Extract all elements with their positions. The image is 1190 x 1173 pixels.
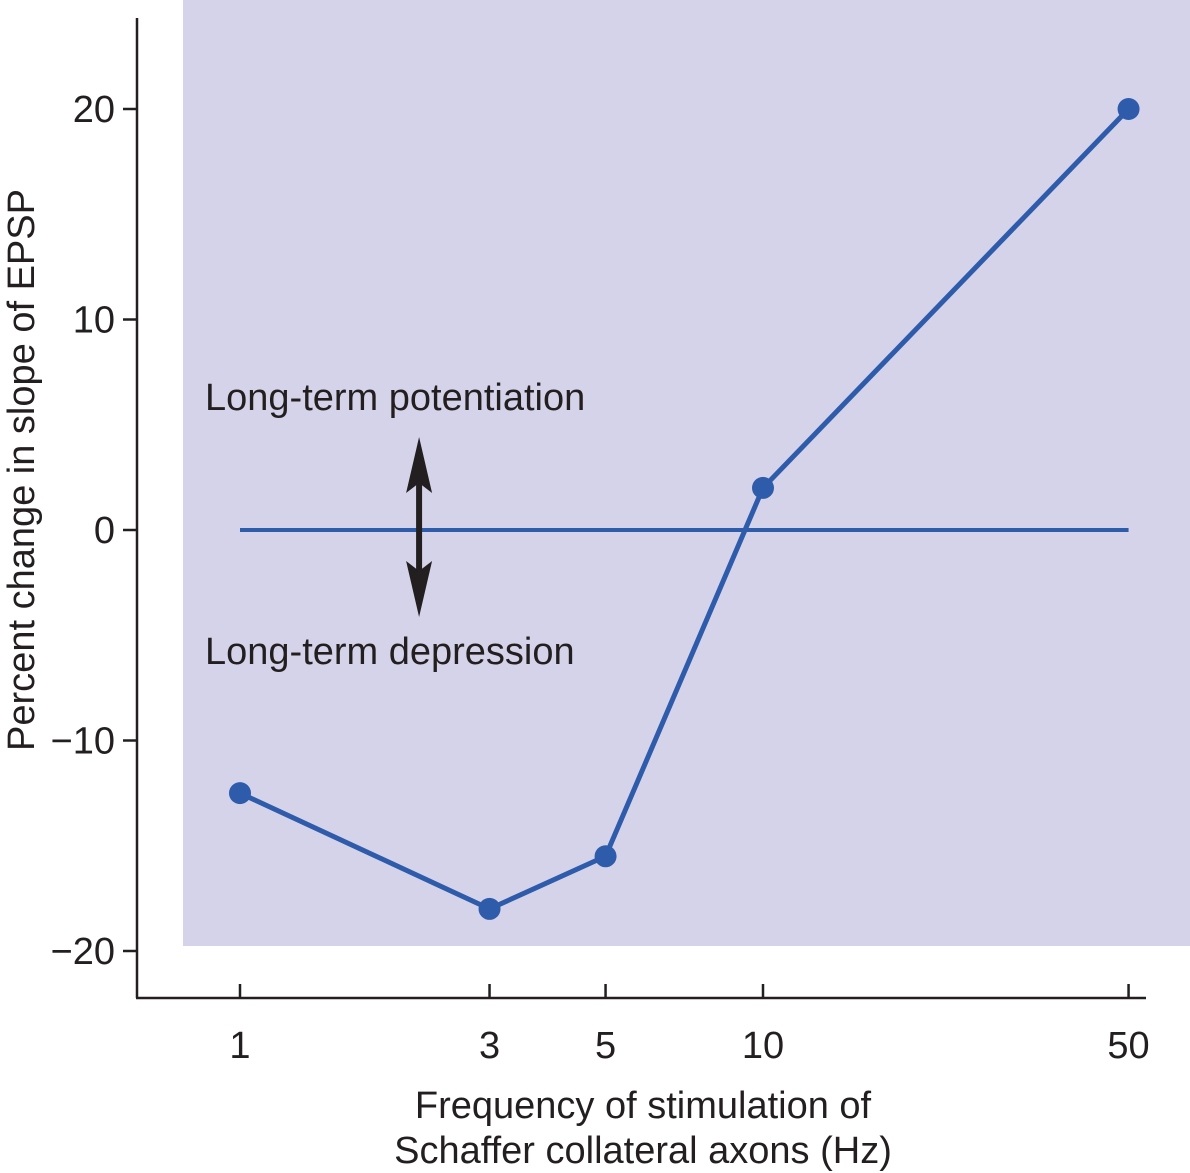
arrow-up-icon xyxy=(406,437,433,493)
x-axis-label-line1: Frequency of stimulation of xyxy=(415,1085,872,1127)
ltp-ltd-arrow xyxy=(406,437,433,617)
x-axis-label-line2: Schaffer collateral axons (Hz) xyxy=(394,1130,892,1172)
ltp-annotation: Long-term potentiation xyxy=(205,377,585,419)
data-point xyxy=(229,782,251,805)
x-tick-label: 10 xyxy=(742,1025,784,1067)
y-tick-label: 10 xyxy=(73,300,115,342)
data-point xyxy=(478,897,501,920)
y-tick-label: −20 xyxy=(51,931,115,973)
y-tick-label: 20 xyxy=(73,89,115,131)
data-point xyxy=(1117,98,1140,120)
x-tick-label: 3 xyxy=(479,1025,500,1067)
data-point xyxy=(752,476,774,499)
y-axis-ticks: 20 10 0 −10 −20 xyxy=(51,89,137,973)
ltd-annotation: Long-term depression xyxy=(205,631,575,673)
data-point xyxy=(594,845,617,868)
x-tick-label: 50 xyxy=(1107,1025,1149,1067)
x-axis-ticks: 1 3 5 10 50 xyxy=(229,984,1150,1067)
series-points xyxy=(229,98,1140,920)
y-tick-label: 0 xyxy=(94,510,115,552)
y-axis-label: Percent change in slope of EPSP xyxy=(1,189,43,751)
arrow-down-icon xyxy=(406,561,433,617)
x-tick-label: 1 xyxy=(229,1025,250,1067)
plot-background xyxy=(183,0,1190,946)
y-tick-label: −10 xyxy=(51,721,115,763)
x-tick-label: 5 xyxy=(595,1025,616,1067)
